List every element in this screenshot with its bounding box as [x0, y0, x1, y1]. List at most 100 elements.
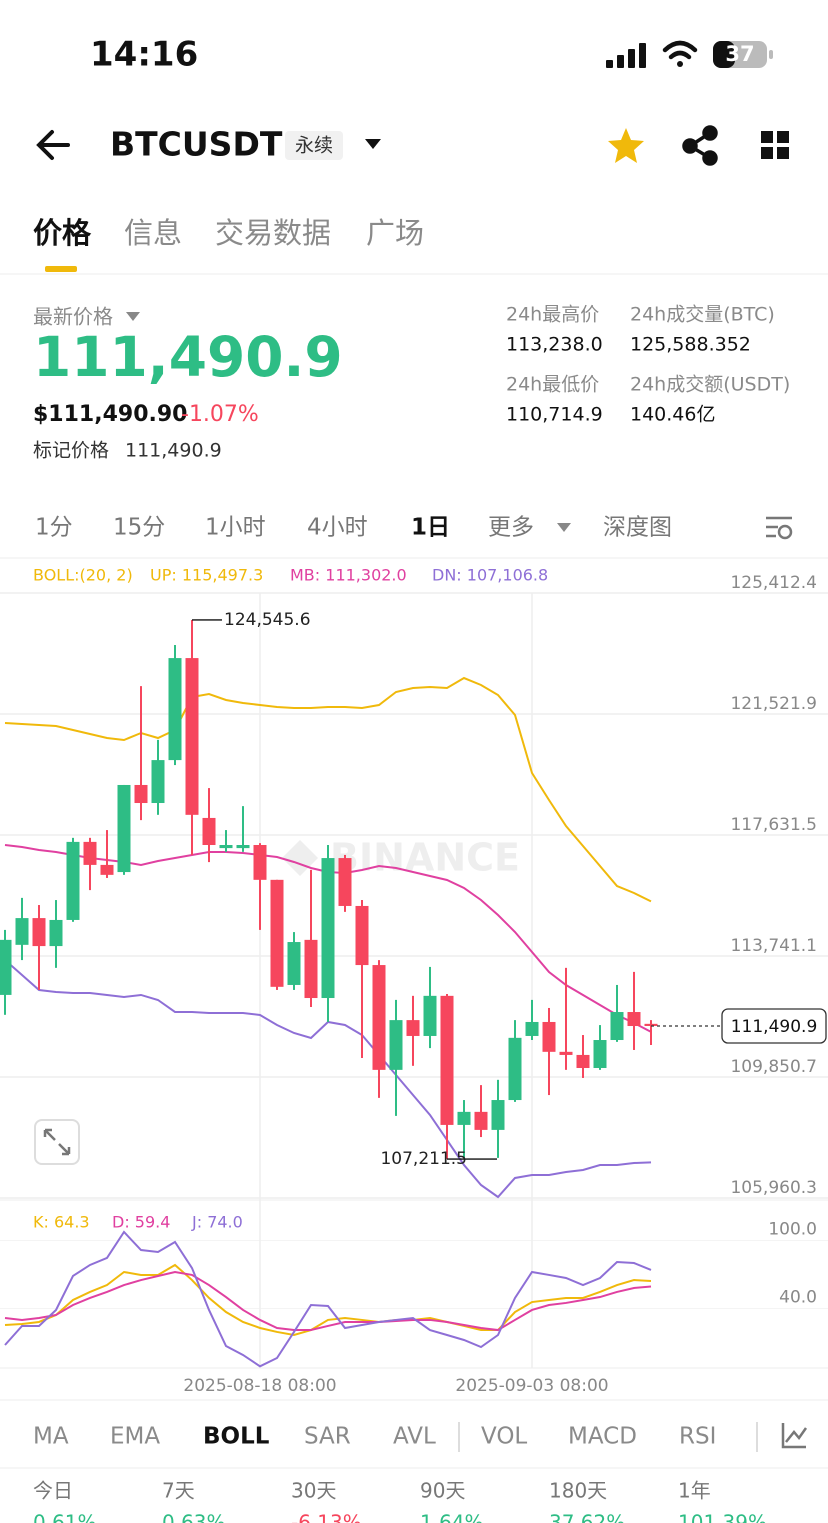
price-dropdown[interactable] — [126, 312, 140, 321]
y-tick-label: 109,850.7 — [730, 1057, 817, 1077]
last-price-box — [721, 1008, 827, 1044]
candle-body — [185, 658, 199, 815]
candle-body — [491, 1100, 505, 1130]
stat-label: 24h成交量(BTC) — [630, 304, 775, 326]
candle-body — [559, 1051, 573, 1055]
favorite-star[interactable] — [608, 128, 644, 163]
candle-body — [525, 1021, 539, 1036]
legend-entry: K: 64.3 — [33, 1213, 90, 1232]
mark-label: 标记价格 — [33, 440, 109, 462]
indicator-title: BOLL:(20, 2) — [33, 566, 133, 585]
period-change: 1.64% — [420, 1511, 484, 1523]
indicator[interactable]: SAR — [304, 1424, 351, 1450]
y-tick-label: 121,521.9 — [730, 694, 817, 714]
tab[interactable]: 交易数据 — [215, 216, 331, 250]
candle-body — [627, 1012, 641, 1027]
candle-body — [304, 939, 318, 999]
stat-label: 24h最高价 — [506, 304, 599, 326]
tab[interactable]: 信息 — [124, 216, 182, 250]
interval[interactable]: 15分 — [113, 515, 165, 541]
period-label: 1年 — [678, 1479, 711, 1503]
candle-body — [202, 817, 216, 846]
indicator[interactable]: AVL — [393, 1424, 436, 1450]
indicator[interactable]: BOLL — [203, 1424, 270, 1450]
indicator[interactable]: MA — [33, 1424, 69, 1450]
symbol-dropdown[interactable] — [365, 139, 381, 149]
last-price: 111,490.9 — [33, 325, 343, 389]
menu-grid[interactable] — [761, 131, 789, 159]
contract-type: 永续 — [295, 135, 333, 157]
back-button[interactable] — [36, 130, 70, 160]
candle-body — [253, 845, 267, 880]
watermark-logo — [282, 840, 318, 876]
stat-label: 24h成交额(USDT) — [630, 374, 790, 396]
candle-body — [117, 784, 131, 873]
indicator[interactable]: EMA — [110, 1424, 160, 1450]
candle-body — [576, 1054, 590, 1069]
period-label: 90天 — [420, 1479, 465, 1503]
period-label: 30天 — [291, 1479, 336, 1503]
symbol[interactable]: BTCUSDT — [110, 125, 283, 164]
battery-level: 37 — [725, 42, 754, 66]
tab[interactable]: 价格 — [33, 216, 92, 250]
price-change: -1.07% — [181, 402, 259, 427]
candle-body — [287, 942, 301, 985]
tab[interactable]: 广场 — [366, 216, 424, 250]
share-button[interactable] — [682, 125, 718, 166]
legend-entry: UP: 115,497.3 — [150, 566, 263, 585]
y-tick-label: 117,631.5 — [730, 815, 817, 835]
stat-value: 110,714.9 — [506, 404, 603, 426]
candle-body — [423, 995, 437, 1036]
annotation-label: 124,545.6 — [224, 610, 311, 630]
period-label: 180天 — [549, 1479, 607, 1503]
more-dropdown[interactable] — [557, 523, 571, 532]
indicator[interactable]: VOL — [481, 1424, 527, 1450]
signal-icon — [606, 43, 646, 68]
indicator-line — [4, 1263, 652, 1337]
interval[interactable]: 1分 — [35, 515, 73, 541]
candle-body — [32, 918, 46, 947]
period-label: 7天 — [162, 1479, 195, 1503]
battery-icon: 37 — [713, 41, 773, 68]
indicator[interactable]: RSI — [679, 1424, 716, 1450]
candle-body — [168, 658, 182, 761]
indicator-settings[interactable] — [781, 1423, 808, 1449]
stat-value: 125,588.352 — [630, 334, 751, 356]
x-tick-label: 2025-08-18 08:00 — [183, 1376, 336, 1396]
interval[interactable]: 4小时 — [307, 515, 368, 541]
candle-body — [457, 1111, 471, 1125]
interval[interactable]: 1小时 — [205, 515, 266, 541]
candle-body — [355, 905, 369, 966]
expand-button[interactable] — [34, 1119, 80, 1165]
stat-value: 113,238.0 — [506, 334, 603, 356]
candle-body — [474, 1111, 488, 1130]
interval[interactable]: 1日 — [411, 515, 450, 541]
legend-entry: MB: 111,302.0 — [290, 566, 407, 585]
candle-body — [15, 918, 29, 945]
usd-price: $111,490.90 — [33, 402, 187, 427]
chart-settings[interactable] — [766, 516, 793, 540]
y-tick-label: 100.0 — [768, 1219, 817, 1239]
indicator[interactable]: MACD — [568, 1424, 637, 1450]
legend-entry: DN: 107,106.8 — [432, 566, 548, 585]
clock: 14:16 — [90, 35, 198, 75]
candle-body — [321, 858, 335, 999]
candle-body — [270, 879, 284, 987]
stat-value: 140.46亿 — [630, 404, 715, 426]
period-change: 0.61% — [33, 1511, 97, 1523]
interval[interactable]: 更多 — [488, 515, 534, 541]
candle-body — [134, 784, 148, 804]
y-tick-label: 125,412.4 — [730, 573, 817, 593]
period-change: 37.62% — [549, 1511, 625, 1523]
candle-body — [610, 1012, 624, 1041]
candle-body — [0, 939, 12, 995]
tab-indicator — [45, 266, 77, 272]
wifi-icon — [662, 40, 698, 67]
candle-body — [406, 1020, 420, 1036]
candle-body — [542, 1021, 556, 1052]
indicator-line — [4, 1270, 652, 1332]
annotation-label: 107,211.5 — [380, 1149, 467, 1169]
interval[interactable]: 深度图 — [603, 515, 672, 541]
